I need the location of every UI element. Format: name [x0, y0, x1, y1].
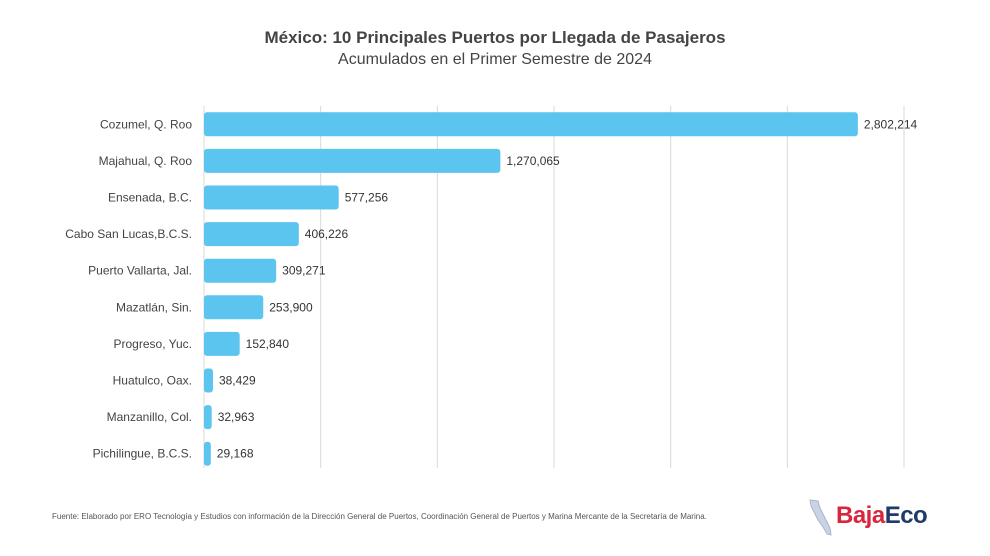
- value-label: 29,168: [217, 447, 254, 461]
- bar: [204, 148, 501, 173]
- category-label: Majahual, Q. Roo: [99, 154, 193, 168]
- baja-california-map-icon: [809, 499, 832, 536]
- value-label: 2,802,214: [864, 117, 918, 131]
- category-label: Puerto Vallarta, Jal.: [88, 264, 192, 278]
- logo-text: BajaEco: [836, 502, 928, 530]
- bar-chart: Cozumel, Q. Roo 2,802,214 Majahual, Q. Roo…: [65, 106, 918, 468]
- bar: [204, 441, 211, 466]
- value-label: 309,271: [282, 264, 326, 278]
- category-label: Cabo San Lucas,B.C.S.: [65, 227, 192, 241]
- bar: [204, 331, 240, 356]
- value-label: 253,900: [269, 300, 313, 314]
- logo-text-eco: Eco: [884, 502, 928, 529]
- chart-subtitle: Acumulados en el Primer Semestre de 2024: [338, 51, 652, 68]
- chart-title: México: 10 Principales Puertos por Llega…: [264, 28, 726, 47]
- category-label: Progreso, Yuc.: [114, 337, 193, 351]
- logo-text-baja: Baja: [836, 502, 885, 529]
- category-label: Mazatlán, Sin.: [116, 300, 192, 314]
- value-label: 152,840: [246, 337, 290, 351]
- bar: [204, 112, 858, 137]
- source-note: Fuente: Elaborado por ERO Tecnología y E…: [52, 512, 707, 521]
- category-label: Huatulco, Oax.: [113, 374, 192, 388]
- bar: [204, 405, 212, 430]
- category-label: Cozumel, Q. Roo: [100, 117, 192, 131]
- bar: [204, 295, 264, 320]
- bar: [204, 185, 339, 210]
- bar: [204, 222, 299, 247]
- value-label: 38,429: [219, 374, 256, 388]
- category-label: Manzanillo, Col.: [107, 410, 192, 424]
- bar: [204, 368, 213, 393]
- bar: [204, 258, 277, 283]
- category-label: Ensenada, B.C.: [108, 191, 192, 205]
- bajaeco-logo: BajaEco: [806, 498, 956, 538]
- value-label: 32,963: [218, 410, 255, 424]
- value-label: 406,226: [305, 227, 349, 241]
- category-label: Pichilingue, B.C.S.: [93, 447, 192, 461]
- value-label: 1,270,065: [506, 154, 560, 168]
- value-label: 577,256: [345, 191, 389, 205]
